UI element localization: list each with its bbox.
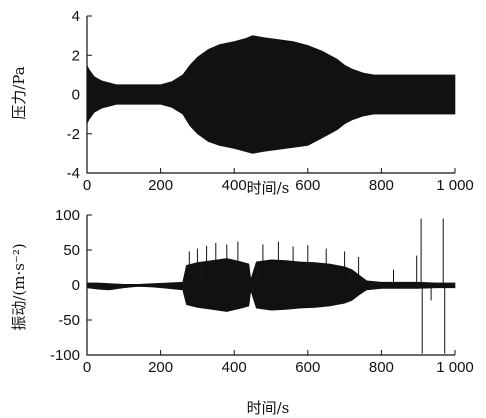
pressure-x-tick-label: 800 (369, 177, 394, 194)
pressure-x-tick-label: 1 000 (436, 177, 474, 194)
vibration-x-tick-label: 800 (369, 359, 394, 376)
vibration-x-axis-label: 时间/s (247, 399, 290, 417)
vibration-x-tick-label: 200 (148, 359, 173, 376)
pressure-signal-envelope-0 (86, 35, 456, 154)
vibration-x-tick-label: 0 (83, 359, 91, 376)
pressure-y-tick-label: 2 (72, 47, 80, 64)
pressure-y-tick-label: 0 (72, 87, 80, 104)
pressure-x-tick-label: 600 (295, 177, 320, 194)
vibration-plot-area: 0 200 400 600 800 1 000 100 50 0 -50 -100 (50, 207, 474, 376)
pressure-x-tick-label: 200 (148, 177, 173, 194)
vibration-y-tick-label: 100 (55, 207, 80, 224)
vibration-y-tick-label: -100 (50, 347, 80, 364)
pressure-plot-area: 0 200 400 600 800 1 000 4 2 0 -2 -4 (67, 8, 474, 194)
vibration-x-tick-label: 600 (295, 359, 320, 376)
vibration-x-tick-label: 400 (222, 359, 247, 376)
pressure-x-axis-label: 时间/s (247, 179, 290, 197)
vibration-signal-envelope-0 (86, 258, 456, 312)
pressure-y-tick-label: 4 (72, 8, 80, 25)
pressure-panel: 0 200 400 600 800 1 000 4 2 0 -2 -4 时间/s 压力/Pa (10, 8, 474, 197)
vibration-y-axis-label: 振动/(m·s⁻²) (10, 243, 28, 330)
vibration-y-tick-label: 0 (72, 277, 80, 294)
vibration-x-tick-label: 1 000 (436, 359, 474, 376)
pressure-x-tick-label: 0 (83, 177, 91, 194)
pressure-y-tick-label: -4 (67, 165, 80, 182)
pressure-y-tick-label: -2 (67, 126, 80, 143)
vibration-y-tick-label: -50 (58, 312, 80, 329)
pressure-x-tick-label: 400 (222, 177, 247, 194)
vibration-panel: 0 200 400 600 800 1 000 100 50 0 -50 -100 时间/s 振动/… (10, 207, 474, 417)
pressure-y-axis-label: 压力/Pa (10, 66, 28, 119)
vibration-y-tick-label: 50 (63, 242, 80, 259)
